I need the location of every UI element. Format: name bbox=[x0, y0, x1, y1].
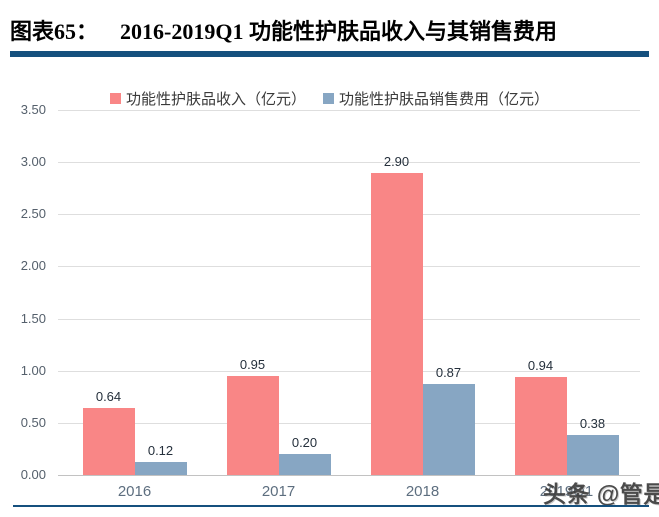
bar-value-label: 0.94 bbox=[527, 357, 554, 373]
legend-item-0: 功能性护肤品收入（亿元） bbox=[109, 88, 306, 109]
bar-2016-series1 bbox=[134, 462, 187, 475]
legend-item-1: 功能性护肤品销售费用（亿元） bbox=[323, 88, 549, 109]
chart-legend: 功能性护肤品收入（亿元） 功能性护肤品销售费用（亿元） bbox=[0, 88, 659, 109]
watermark-text: 头条 @管是 bbox=[543, 481, 659, 507]
bar-value-label: 0.87 bbox=[435, 365, 462, 381]
bar-value-label: 0.20 bbox=[291, 435, 318, 451]
y-axis-tick-label: 0.50 bbox=[20, 414, 46, 430]
bar-2016-series0 bbox=[82, 408, 135, 475]
gridline bbox=[58, 162, 640, 164]
bar-value-label: 2.90 bbox=[383, 153, 410, 169]
legend-label: 功能性护肤品销售费用（亿元） bbox=[339, 91, 550, 108]
gridline bbox=[58, 318, 640, 320]
bar-value-label: 0.64 bbox=[95, 389, 122, 405]
legend-swatch-icon bbox=[109, 93, 121, 104]
y-axis-tick-label: 3.00 bbox=[20, 154, 46, 170]
bar-2019Q1-series0 bbox=[514, 376, 567, 475]
figure-title: 2016-2019Q1 功能性护肤品收入与其销售费用 bbox=[120, 19, 557, 44]
bar-2017-series1 bbox=[278, 454, 331, 475]
y-axis-tick-label: 3.50 bbox=[20, 102, 46, 117]
y-axis-tick-label: 2.00 bbox=[20, 258, 46, 274]
bar-value-label: 0.38 bbox=[579, 416, 606, 432]
gridline bbox=[58, 370, 640, 372]
y-axis-tick-label: 1.00 bbox=[20, 362, 46, 378]
header-divider-rule bbox=[10, 51, 649, 57]
x-axis-line bbox=[58, 475, 640, 476]
figure-number-label: 图表65： bbox=[10, 19, 99, 44]
bar-value-label: 0.95 bbox=[239, 356, 266, 372]
bar-2018-series0 bbox=[370, 172, 423, 475]
gridline bbox=[58, 110, 640, 111]
y-axis-tick-label: 2.50 bbox=[20, 206, 46, 222]
y-axis-tick-label: 0.00 bbox=[20, 467, 46, 482]
gridline bbox=[58, 266, 640, 268]
x-axis-category-label: 2019Q1 bbox=[539, 483, 594, 500]
legend-swatch-icon bbox=[323, 93, 334, 104]
figure-header: 图表65： 2016-2019Q1 功能性护肤品收入与其销售费用 bbox=[10, 14, 650, 46]
legend-label: 功能性护肤品收入（亿元） bbox=[125, 91, 306, 108]
y-axis-tick-label: 1.50 bbox=[20, 310, 46, 326]
bar-2018-series1 bbox=[422, 384, 475, 475]
x-axis-category-label: 2016 bbox=[117, 483, 152, 500]
bar-2017-series0 bbox=[226, 375, 279, 475]
gridline bbox=[58, 422, 640, 424]
footer-divider-rule bbox=[13, 505, 649, 507]
bar-value-label: 0.12 bbox=[147, 443, 174, 459]
x-axis-category-label: 2018 bbox=[405, 483, 440, 500]
gridline bbox=[58, 214, 640, 216]
x-axis-category-label: 2017 bbox=[261, 483, 296, 500]
bar-2019Q1-series1 bbox=[566, 435, 619, 475]
